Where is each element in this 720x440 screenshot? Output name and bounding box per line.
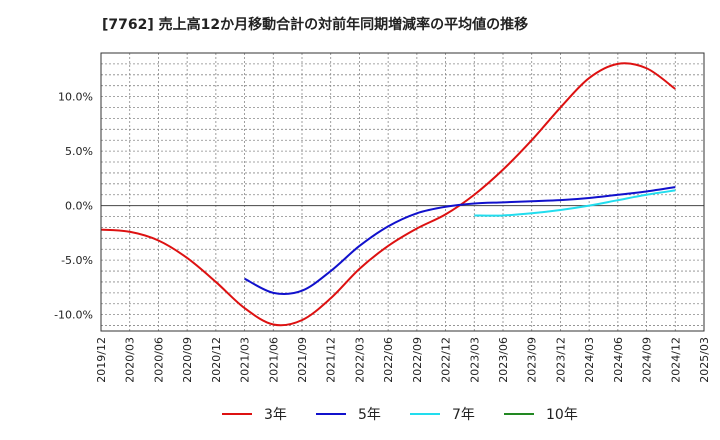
x-tick-label: 2021/12 <box>325 337 338 383</box>
x-tick-label: 2025/03 <box>698 337 711 383</box>
x-tick-label: 2020/12 <box>210 337 223 383</box>
plot-border <box>100 52 705 332</box>
x-tick-label: 2023/06 <box>497 337 510 383</box>
x-tick-label: 2024/12 <box>669 337 682 383</box>
y-tick-label: 0.0% <box>65 200 93 213</box>
y-tick-label: -5.0% <box>61 254 93 267</box>
legend-label: 7年 <box>452 407 475 423</box>
series-line-1 <box>100 62 676 327</box>
legend-label: 10年 <box>546 407 578 423</box>
y-axis-tick-labels: -10.0% -5.0% 0.0% 5.0% 10.0% <box>54 91 93 322</box>
x-tick-label: 2023/03 <box>468 337 481 383</box>
x-axis-tick-labels: 2019/12 2020/03 2020/06 2020/09 2020/12 2021/… <box>95 337 711 383</box>
legend: 3年 5年 7年 10年 <box>222 407 578 423</box>
grid-lines <box>101 53 704 331</box>
plot-background <box>101 53 704 331</box>
x-tick-label: 2021/03 <box>239 337 252 383</box>
series-lines <box>100 62 676 327</box>
x-tick-label: 2023/12 <box>554 337 567 383</box>
x-tick-label: 2023/09 <box>526 337 539 383</box>
x-tick-label: 2021/06 <box>267 337 280 383</box>
x-tick-label: 2024/06 <box>612 337 625 383</box>
x-tick-label: 2022/09 <box>411 337 424 383</box>
legend-label: 3年 <box>264 407 287 423</box>
x-tick-label: 2022/12 <box>440 337 453 383</box>
y-tick-label: 10.0% <box>58 91 93 104</box>
series-line-2 <box>244 186 676 295</box>
x-tick-label: 2020/06 <box>152 337 165 383</box>
y-tick-label: -10.0% <box>54 309 93 322</box>
x-tick-label: 2022/03 <box>353 337 366 383</box>
series-line-3 <box>474 189 676 217</box>
x-tick-label: 2024/09 <box>641 337 654 383</box>
chart-title: [7762] 売上高12か月移動合計の対前年同期増減率の平均値の推移 <box>102 17 529 33</box>
legend-label: 5年 <box>358 407 381 423</box>
x-tick-label: 2021/09 <box>296 337 309 383</box>
x-tick-label: 2019/12 <box>95 337 108 383</box>
x-tick-label: 2022/06 <box>382 337 395 383</box>
x-tick-label: 2024/03 <box>583 337 596 383</box>
x-tick-label: 2020/03 <box>124 337 137 383</box>
x-tick-label: 2020/09 <box>181 337 194 383</box>
y-tick-label: 5.0% <box>65 145 93 158</box>
